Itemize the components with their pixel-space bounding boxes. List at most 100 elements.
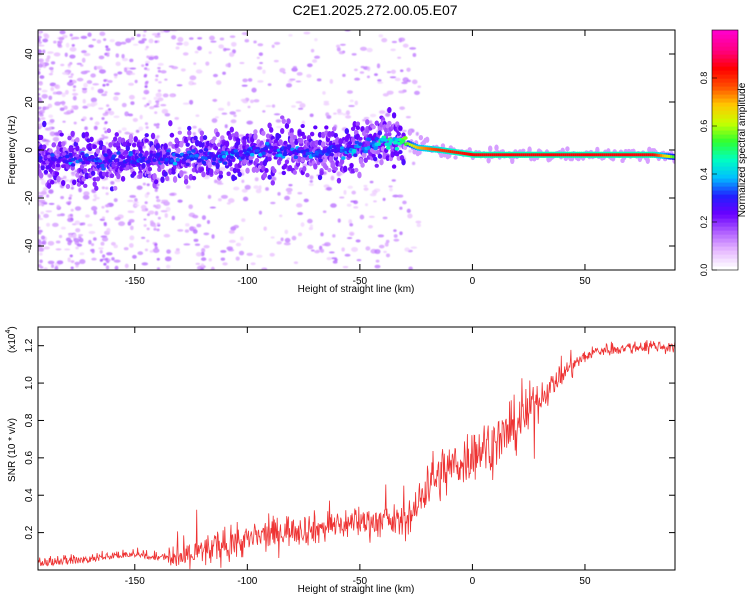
spectrogram-x-tick-label: 50 <box>579 276 591 287</box>
noise-blob <box>137 251 144 256</box>
band-core-segment <box>412 144 416 148</box>
spectrogram-y-tick-label: -40 <box>24 238 35 253</box>
noise-blob <box>154 243 158 246</box>
noise-blob <box>348 105 355 108</box>
band-core-segment <box>524 153 528 157</box>
noise-blob <box>218 44 224 49</box>
noise-blob <box>38 117 41 123</box>
band-core-blob <box>218 154 224 159</box>
noise-blob <box>259 61 263 65</box>
band-core-segment <box>641 153 645 157</box>
noise-blob <box>113 92 121 96</box>
noise-blob <box>94 196 100 200</box>
noise-blob <box>134 204 140 207</box>
noise-blob <box>241 188 248 193</box>
noise-blob <box>139 114 143 120</box>
noise-blob <box>258 210 263 215</box>
noise-blob <box>144 82 148 86</box>
colorbar-cell <box>712 42 738 47</box>
band-halo-blob <box>328 155 334 163</box>
noise-blob <box>401 81 408 85</box>
noise-blob <box>145 63 149 66</box>
noise-blob <box>269 252 275 257</box>
band-halo-blob <box>510 157 515 165</box>
noise-blob <box>145 126 149 129</box>
noise-blob <box>227 101 231 107</box>
band-core-blob <box>283 146 288 151</box>
band-core-blob <box>208 152 214 156</box>
noise-blob <box>105 209 109 213</box>
snr-y-tick-label: 0.4 <box>24 488 35 502</box>
noise-blob <box>408 266 413 270</box>
noise-blob <box>162 93 169 98</box>
colorbar-cell <box>712 142 738 147</box>
band-core-blob <box>100 163 105 168</box>
noise-blob <box>154 189 158 192</box>
noise-blob <box>158 81 162 84</box>
band-core-blob <box>258 153 263 157</box>
band-halo-blob <box>169 133 175 138</box>
band-halo-blob <box>215 167 220 174</box>
noise-blob <box>366 75 370 79</box>
band-halo-blob <box>106 128 112 134</box>
band-core-blob <box>97 159 103 163</box>
band-halo-blob <box>407 129 413 136</box>
noise-blob <box>169 94 175 98</box>
colorbar-cell <box>712 70 738 75</box>
band-halo-blob <box>179 170 184 178</box>
noise-blob <box>56 91 63 95</box>
band-core-segment <box>431 147 435 151</box>
noise-blob <box>113 115 120 119</box>
noise-blob <box>101 205 105 209</box>
noise-blob <box>48 95 53 101</box>
noise-blob <box>149 250 154 253</box>
noise-blob <box>200 267 205 270</box>
snr-x-tick-label: -150 <box>125 576 145 587</box>
noise-blob <box>270 236 275 239</box>
noise-blob <box>38 49 42 54</box>
noise-blob <box>48 114 54 119</box>
colorbar-ticks: 0.0 0.2 0.4 0.6 0.8 <box>699 72 717 276</box>
noise-blob <box>72 85 77 89</box>
band-core-blob <box>265 141 270 146</box>
spectrogram-y-label: Frequency (Hz) <box>7 116 18 185</box>
band-core-segment <box>418 146 423 150</box>
noise-blob <box>157 32 161 36</box>
noise-blob <box>307 244 314 250</box>
noise-blob <box>160 210 168 213</box>
band-core-segment <box>493 153 498 157</box>
band-core-blob <box>201 160 207 165</box>
band-core-blob <box>293 155 299 160</box>
noise-blob <box>64 179 70 182</box>
noise-blob <box>70 108 74 111</box>
band-core-segment <box>609 153 613 157</box>
band-core-segment <box>459 151 463 155</box>
band-halo-blob <box>332 126 337 132</box>
band-halo-blob <box>144 133 149 138</box>
noise-blob <box>176 42 183 46</box>
noise-blob <box>132 201 139 204</box>
band-halo-blob <box>284 122 290 129</box>
noise-blob <box>359 46 367 51</box>
noise-blob <box>46 222 51 227</box>
colorbar-cell <box>712 234 738 239</box>
noise-blob <box>43 246 50 250</box>
noise-blob <box>74 220 81 225</box>
band-core-blob <box>116 151 121 155</box>
noise-blob <box>216 182 224 185</box>
band-core-blob <box>262 146 268 151</box>
noise-blob <box>309 224 314 229</box>
noise-blob <box>156 267 161 270</box>
band-core-blob <box>155 152 161 156</box>
noise-blob <box>113 259 121 263</box>
noise-blob <box>127 210 132 213</box>
noise-blob <box>195 69 203 74</box>
band-core-segment <box>526 153 530 157</box>
noise-blob <box>103 177 109 181</box>
noise-blob <box>38 87 42 91</box>
band-halo-blob <box>199 130 205 136</box>
snr-series-line <box>38 340 675 570</box>
band-core-blob <box>249 152 255 157</box>
band-halo-blob <box>376 149 381 155</box>
spectrogram-band-core <box>38 135 675 171</box>
